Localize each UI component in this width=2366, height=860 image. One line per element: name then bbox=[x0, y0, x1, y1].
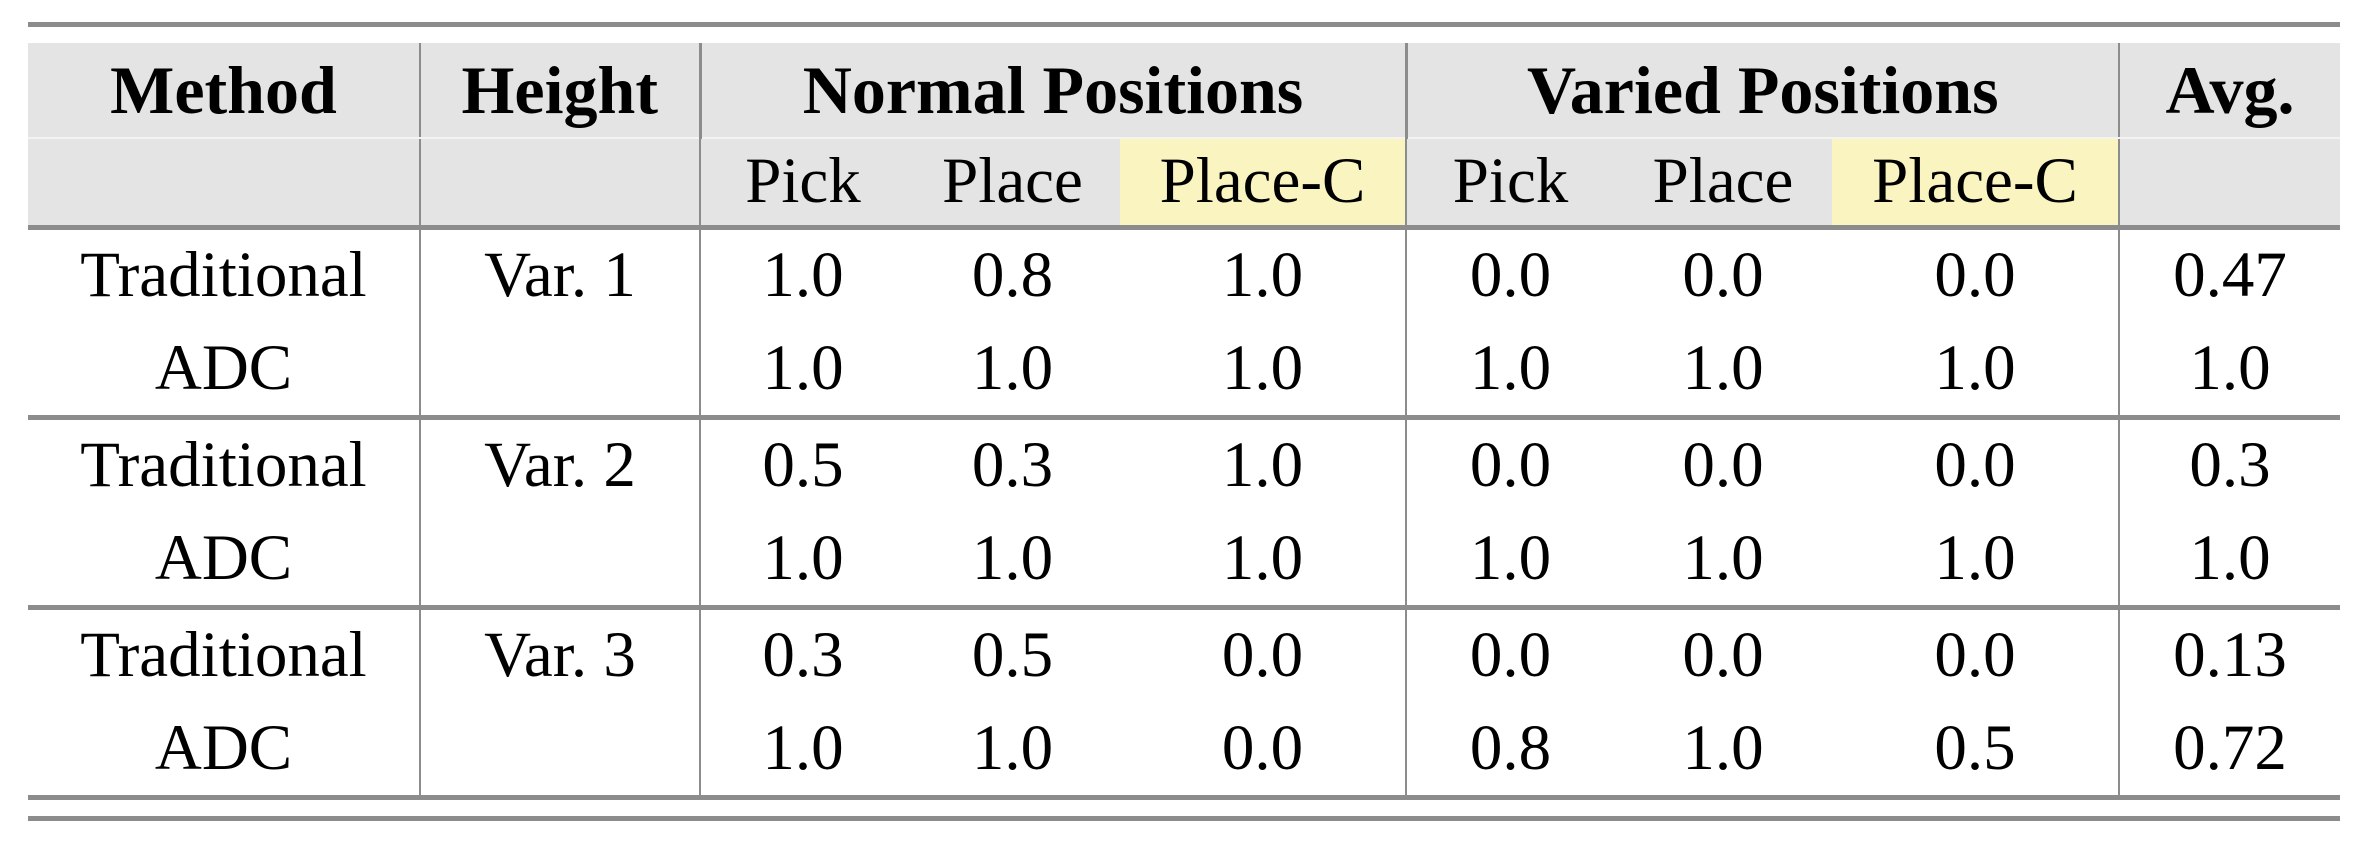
score-cell: 0.0 bbox=[1120, 607, 1408, 702]
method-cell: ADC bbox=[28, 322, 421, 420]
height-cell: Var. 1 bbox=[420, 227, 701, 322]
header-method-spacer bbox=[28, 138, 421, 230]
score-cell: 1.0 bbox=[1406, 322, 1615, 420]
score-cell: 1.0 bbox=[1614, 702, 1833, 800]
score-cell: 1.0 bbox=[700, 512, 905, 610]
score-cell: 0.5 bbox=[905, 607, 1120, 702]
subheader-place-c-normal: Place-C bbox=[1120, 138, 1408, 230]
score-cell: 1.0 bbox=[1120, 417, 1408, 512]
score-cell: 0.5 bbox=[1832, 702, 2121, 800]
subheader-place-varied: Place bbox=[1614, 138, 1833, 230]
header-normal-positions: Normal Positions bbox=[700, 43, 1408, 139]
height-cell: Var. 3 bbox=[420, 607, 701, 702]
score-cell: 0.0 bbox=[1832, 227, 2121, 322]
score-cell: 1.0 bbox=[905, 702, 1120, 800]
header-method: Method bbox=[28, 43, 421, 139]
score-cell: 0.0 bbox=[1120, 702, 1408, 800]
avg-cell: 0.3 bbox=[2119, 417, 2341, 512]
bottom-outer-rule bbox=[28, 815, 2340, 821]
header-row-groups: Method Height Normal Positions Varied Po… bbox=[28, 43, 2341, 139]
table-row: Traditional Var. 1 1.0 0.8 1.0 0.0 0.0 0… bbox=[28, 227, 2341, 322]
score-cell: 1.0 bbox=[700, 227, 905, 322]
subheader-pick-varied: Pick bbox=[1406, 138, 1615, 230]
score-cell: 0.8 bbox=[905, 227, 1120, 322]
subheader-pick-normal: Pick bbox=[700, 138, 905, 230]
height-cell bbox=[420, 322, 701, 420]
score-cell: 1.0 bbox=[700, 322, 905, 420]
score-cell: 1.0 bbox=[1832, 322, 2121, 420]
score-cell: 0.0 bbox=[1832, 607, 2121, 702]
results-table: Method Height Normal Positions Varied Po… bbox=[28, 43, 2341, 800]
table-row: Traditional Var. 2 0.5 0.3 1.0 0.0 0.0 0… bbox=[28, 417, 2341, 512]
table-row: ADC 1.0 1.0 0.0 0.8 1.0 0.5 0.72 bbox=[28, 702, 2341, 800]
score-cell: 1.0 bbox=[1406, 512, 1615, 610]
header-height-spacer bbox=[420, 138, 701, 230]
subheader-place-normal: Place bbox=[905, 138, 1120, 230]
avg-cell: 1.0 bbox=[2119, 512, 2341, 610]
subheader-place-c-varied: Place-C bbox=[1832, 138, 2121, 230]
avg-cell: 0.13 bbox=[2119, 607, 2341, 702]
score-cell: 0.0 bbox=[1832, 417, 2121, 512]
method-cell: Traditional bbox=[28, 227, 421, 322]
score-cell: 0.3 bbox=[700, 607, 905, 702]
score-cell: 1.0 bbox=[1120, 512, 1408, 610]
score-cell: 0.8 bbox=[1406, 702, 1615, 800]
score-cell: 0.0 bbox=[1406, 417, 1615, 512]
height-cell bbox=[420, 512, 701, 610]
table-row: Traditional Var. 3 0.3 0.5 0.0 0.0 0.0 0… bbox=[28, 607, 2341, 702]
header-avg: Avg. bbox=[2119, 43, 2341, 139]
score-cell: 1.0 bbox=[905, 512, 1120, 610]
avg-cell: 1.0 bbox=[2119, 322, 2341, 420]
method-cell: ADC bbox=[28, 512, 421, 610]
avg-cell: 0.47 bbox=[2119, 227, 2341, 322]
score-cell: 1.0 bbox=[1120, 227, 1408, 322]
score-cell: 0.0 bbox=[1406, 227, 1615, 322]
height-cell: Var. 2 bbox=[420, 417, 701, 512]
score-cell: 1.0 bbox=[1832, 512, 2121, 610]
table-row: ADC 1.0 1.0 1.0 1.0 1.0 1.0 1.0 bbox=[28, 322, 2341, 420]
score-cell: 1.0 bbox=[1120, 322, 1408, 420]
score-cell: 0.0 bbox=[1614, 227, 1833, 322]
method-cell: Traditional bbox=[28, 607, 421, 702]
height-cell bbox=[420, 702, 701, 800]
score-cell: 0.0 bbox=[1406, 607, 1615, 702]
score-cell: 1.0 bbox=[700, 702, 905, 800]
score-cell: 0.0 bbox=[1614, 417, 1833, 512]
score-cell: 0.5 bbox=[700, 417, 905, 512]
header-row-subcolumns: Pick Place Place-C Pick Place Place-C bbox=[28, 138, 2341, 230]
score-cell: 1.0 bbox=[1614, 322, 1833, 420]
score-cell: 0.3 bbox=[905, 417, 1120, 512]
score-cell: 0.0 bbox=[1614, 607, 1833, 702]
method-cell: Traditional bbox=[28, 417, 421, 512]
page: Method Height Normal Positions Varied Po… bbox=[28, 22, 2341, 821]
score-cell: 1.0 bbox=[905, 322, 1120, 420]
header-height: Height bbox=[420, 43, 702, 139]
top-outer-rule bbox=[28, 22, 2340, 27]
header-avg-spacer bbox=[2119, 138, 2341, 230]
avg-cell: 0.72 bbox=[2119, 702, 2341, 800]
method-cell: ADC bbox=[28, 702, 421, 800]
header-varied-positions: Varied Positions bbox=[1406, 43, 2121, 139]
table-row: ADC 1.0 1.0 1.0 1.0 1.0 1.0 1.0 bbox=[28, 512, 2341, 610]
score-cell: 1.0 bbox=[1614, 512, 1833, 610]
